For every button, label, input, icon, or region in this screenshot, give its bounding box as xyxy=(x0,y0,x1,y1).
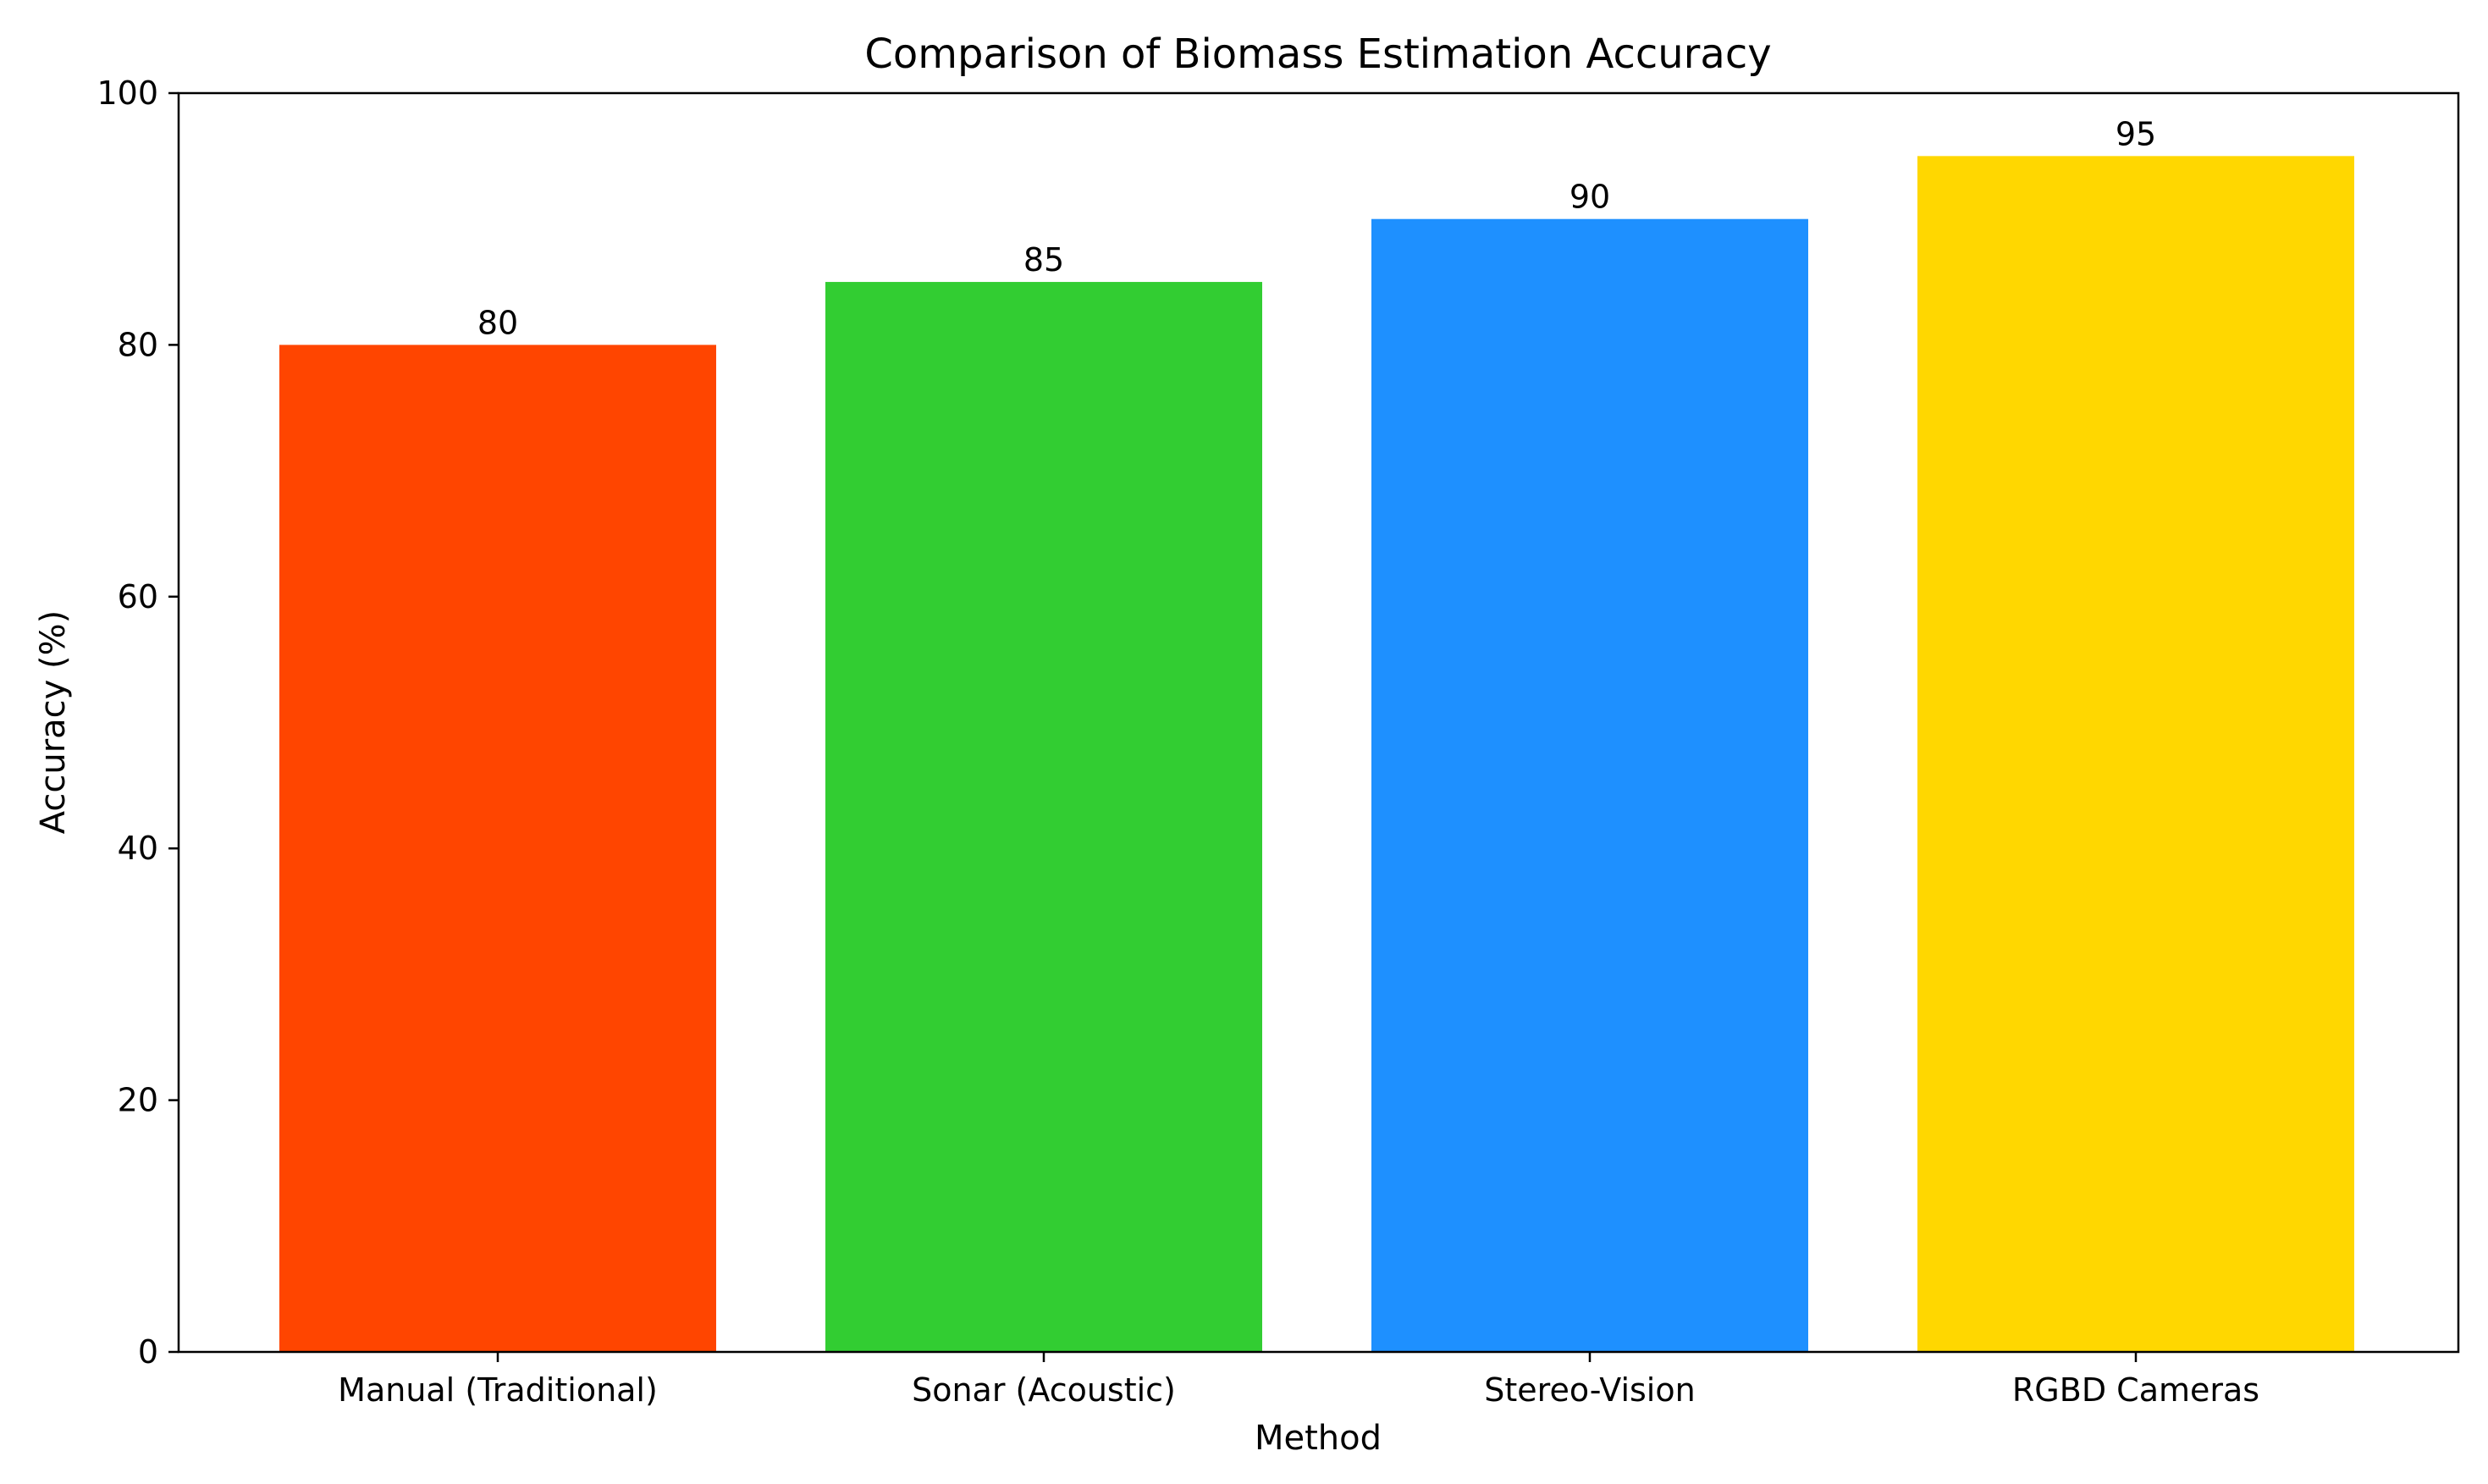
data-labels-group: 80 85 90 95 xyxy=(477,115,2156,341)
y-tick-label: 40 xyxy=(118,830,158,867)
bar-3 xyxy=(1371,218,1808,1353)
bar-value-label: 85 xyxy=(1023,241,1064,279)
x-tick-label: Sonar (Acoustic) xyxy=(912,1371,1176,1409)
bar-4 xyxy=(1917,156,2354,1353)
bar-2 xyxy=(825,282,1262,1352)
x-tick-label: Manual (Traditional) xyxy=(338,1371,658,1409)
y-tick-label: 0 xyxy=(138,1333,158,1371)
bar-1 xyxy=(279,345,716,1352)
bars-group xyxy=(279,156,2354,1353)
x-tick-label: RGBD Cameras xyxy=(2012,1371,2259,1409)
chart-title: Comparison of Biomass Estimation Accurac… xyxy=(864,30,1771,78)
x-axis-label: Method xyxy=(1255,1419,1382,1458)
bar-value-label: 80 xyxy=(477,304,518,341)
bar-value-label: 90 xyxy=(1569,179,1610,216)
y-tick-label: 20 xyxy=(118,1082,158,1119)
y-tick-label: 60 xyxy=(118,578,158,615)
bar-value-label: 95 xyxy=(2116,115,2156,152)
y-axis-label: Accuracy (%) xyxy=(34,610,73,835)
y-tick-label: 80 xyxy=(118,326,158,363)
y-axis: 0 20 40 60 80 100 xyxy=(97,74,179,1371)
y-tick-label: 100 xyxy=(97,74,158,112)
x-tick-label: Stereo-Vision xyxy=(1484,1371,1695,1409)
x-axis: Manual (Traditional) Sonar (Acoustic) Ster… xyxy=(338,1352,2259,1409)
plot-area-frame xyxy=(177,91,2460,1354)
